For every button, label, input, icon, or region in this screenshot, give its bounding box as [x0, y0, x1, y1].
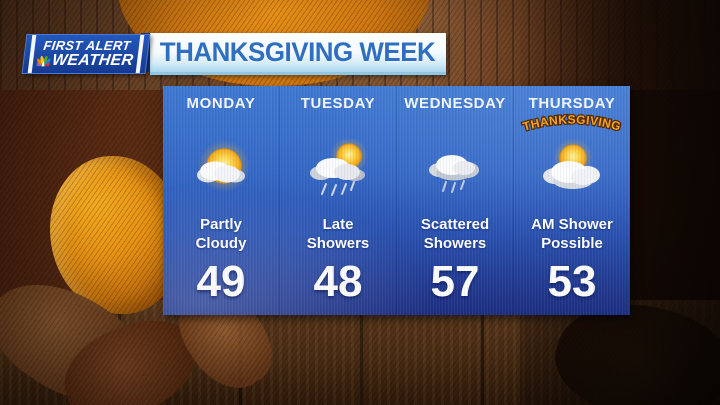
condition-line2: Cloudy	[195, 235, 247, 252]
condition-text: Late Showers	[280, 215, 396, 253]
temperature-value: 48	[313, 257, 363, 306]
day-label: MONDAY	[186, 95, 256, 112]
weather-icon-wrap	[280, 131, 396, 211]
sun-cloud-rain-icon	[310, 139, 368, 196]
forecast-column-thursday: THURSDAY THANKSGIVING AM	[513, 86, 630, 315]
nbc-peacock-icon	[36, 55, 51, 66]
condition-line1: Partly	[200, 216, 242, 233]
cloud-rain-icon	[429, 155, 479, 193]
badge-slash-right	[134, 34, 146, 74]
condition-line1: Scattered	[420, 216, 490, 233]
badge-line2: WEATHER	[36, 52, 135, 69]
weather-icon-wrap	[163, 131, 279, 211]
condition-text: AM Shower Possible	[514, 215, 630, 253]
forecast-column-tuesday: TUESDAY Late	[279, 86, 396, 315]
title-banner: THANKSGIVING WEEK	[150, 33, 446, 75]
temperature-value: 53	[547, 257, 597, 306]
condition-line2: Showers	[306, 235, 370, 252]
weather-icon-wrap	[397, 131, 513, 211]
temperature-value: 49	[196, 257, 246, 306]
temperature-value: 57	[430, 257, 480, 306]
first-alert-weather-badge: FIRST ALERT WEATHER	[21, 34, 151, 74]
forecast-column-wednesday: WEDNESDAY Scattered Showers	[396, 86, 513, 315]
day-label: TUESDAY	[300, 95, 376, 112]
badge-weather-text: WEATHER	[51, 52, 135, 69]
thanksgiving-banner: THANKSGIVING	[520, 111, 624, 135]
condition-line1: AM Shower	[531, 216, 613, 233]
forecast-column-monday: MONDAY Partly Cloudy 49	[163, 86, 279, 315]
badge-line1: FIRST ALERT	[42, 38, 132, 53]
weather-icon-wrap	[514, 131, 630, 211]
condition-line2: Showers	[423, 235, 487, 252]
badge-box: FIRST ALERT WEATHER	[21, 34, 151, 74]
condition-text: Partly Cloudy	[163, 215, 279, 253]
condition-text: Scattered Showers	[397, 215, 513, 253]
page-title: THANKSGIVING WEEK	[160, 37, 436, 67]
pumpkin-left	[50, 156, 182, 314]
svg-text:THANKSGIVING: THANKSGIVING	[521, 112, 622, 133]
sun-behind-cloud-icon	[543, 139, 600, 189]
partly-cloudy-icon	[197, 140, 250, 192]
condition-line2: Possible	[541, 235, 603, 252]
forecast-panel: MONDAY Partly Cloudy 49 TUESDAY	[163, 86, 630, 315]
condition-line1: Late	[322, 216, 354, 233]
day-label: THURSDAY	[528, 95, 616, 112]
day-label: WEDNESDAY	[404, 95, 506, 112]
